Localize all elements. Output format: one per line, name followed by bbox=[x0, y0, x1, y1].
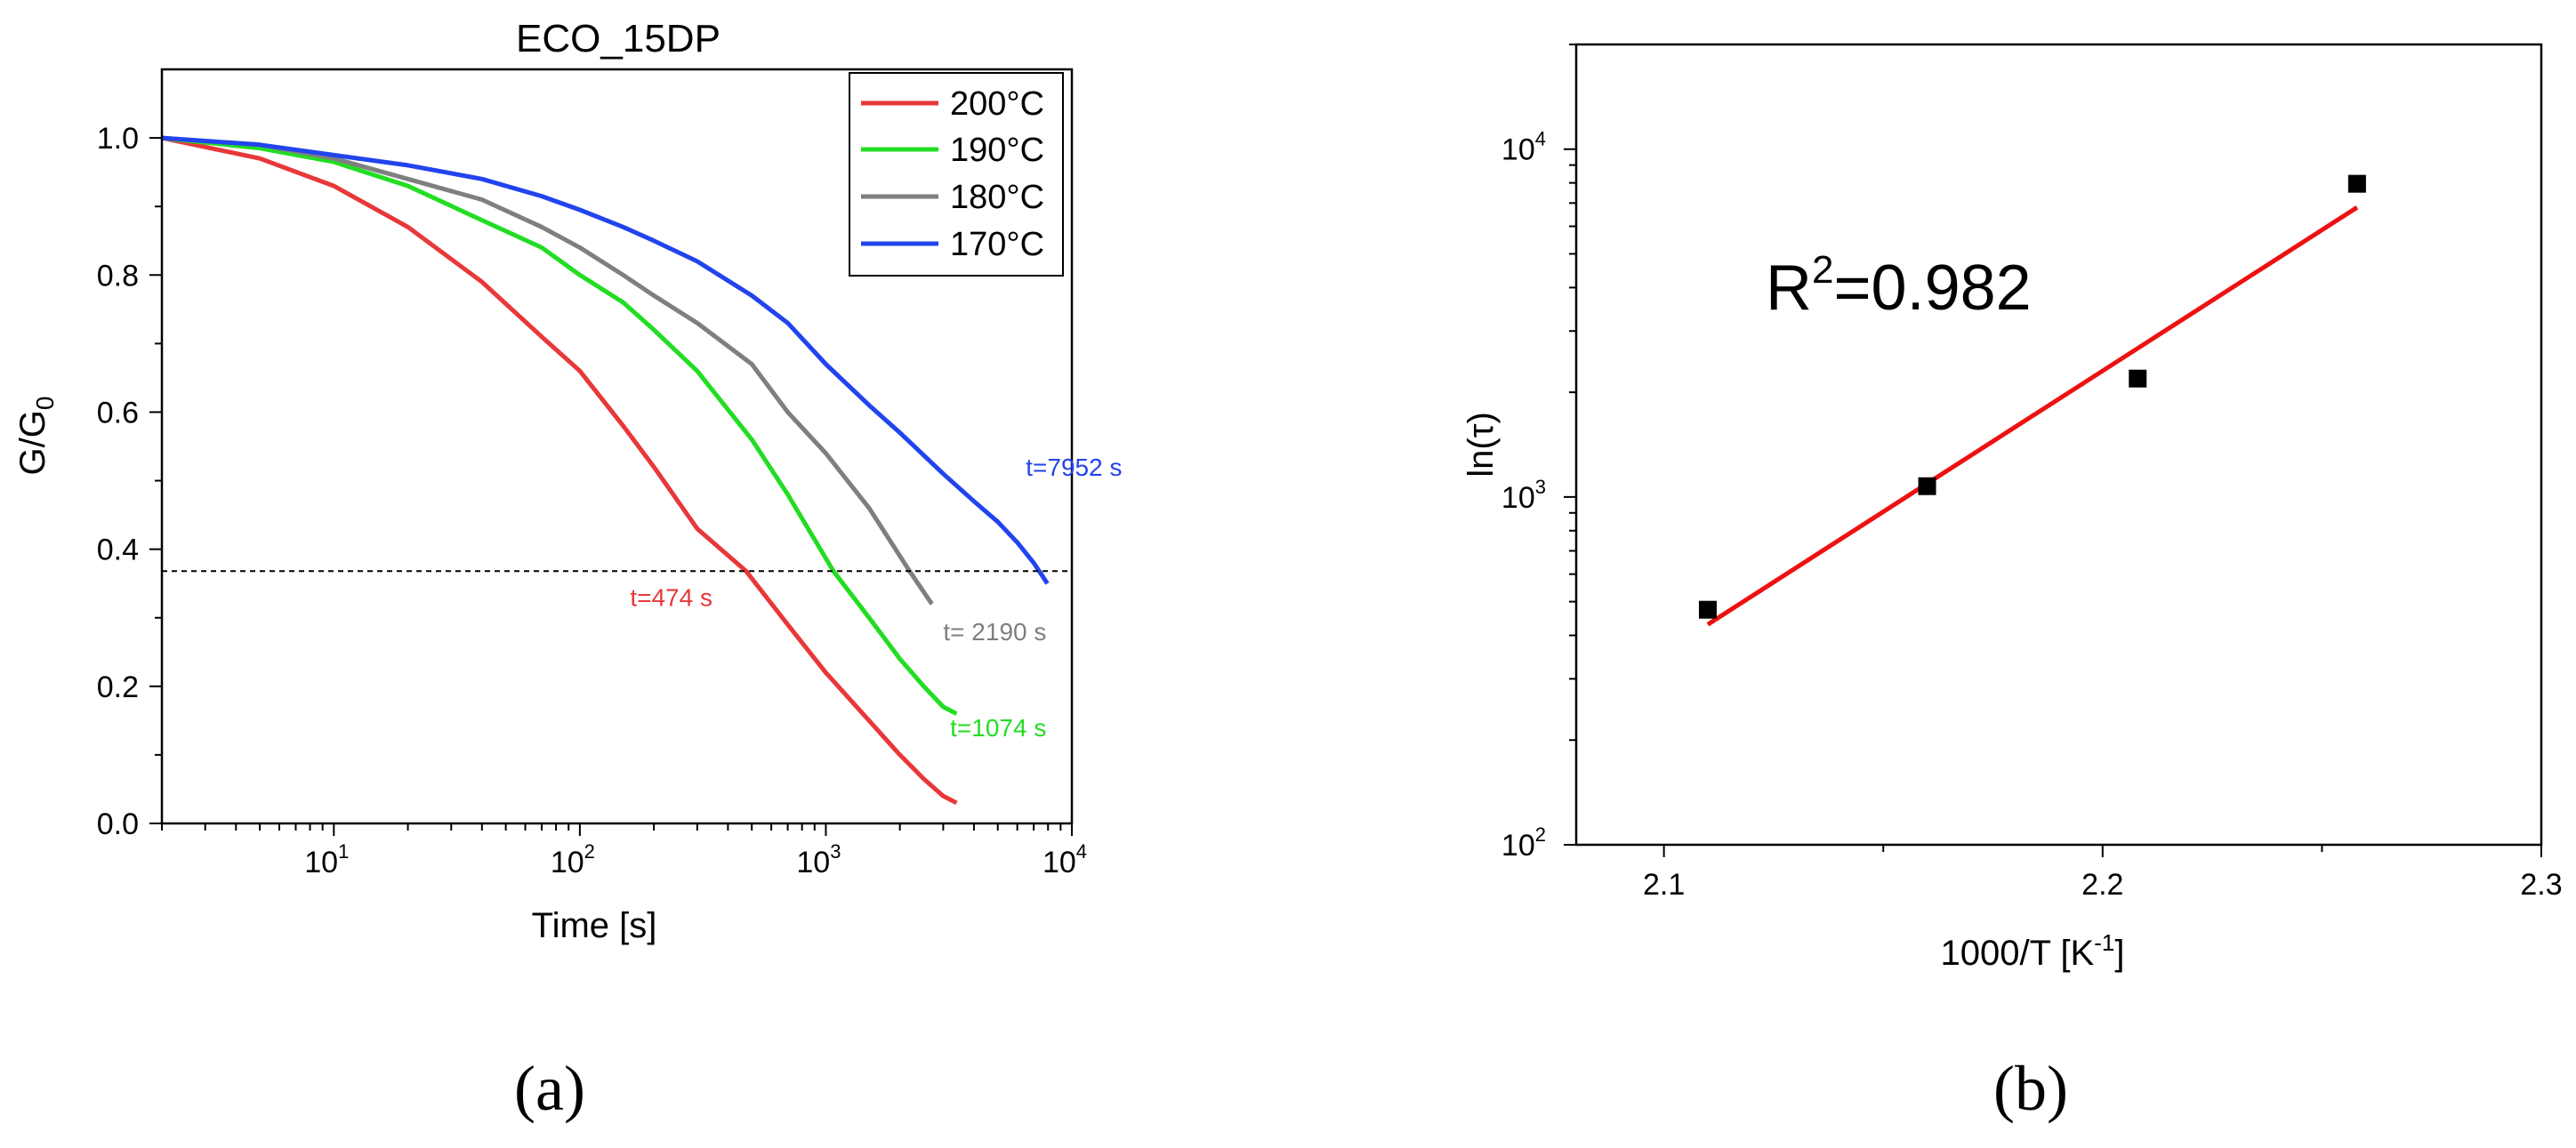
x-tick-label: 104 bbox=[1042, 840, 1087, 879]
y-tick-label: 0.2 bbox=[97, 670, 139, 704]
legend-label-200: 200°C bbox=[950, 85, 1044, 123]
r2-letter: R bbox=[1766, 253, 1812, 324]
caption-a: (a) bbox=[514, 1053, 585, 1124]
chart-b-y-label: ln(τ) bbox=[1461, 412, 1501, 478]
tick-base: 10 bbox=[1501, 133, 1535, 167]
tick-exp: 3 bbox=[830, 840, 841, 863]
chart-b-frame bbox=[1574, 43, 2543, 847]
tick-exp: 2 bbox=[584, 840, 595, 863]
x-tick-label: 2.1 bbox=[1643, 868, 1685, 902]
tick-base: 10 bbox=[304, 846, 338, 879]
series-line-0 bbox=[161, 135, 958, 806]
y-tick-label: 102 bbox=[1501, 823, 1546, 863]
tick-exp: 4 bbox=[1076, 840, 1087, 863]
x-tick-label: 103 bbox=[796, 840, 841, 879]
time-annotation: t=7952 s bbox=[1026, 454, 1122, 481]
chart-b-x-label: 1000/T [K-1] bbox=[1941, 929, 2125, 973]
y-tick-label: 0.6 bbox=[97, 396, 139, 429]
series-line-3 bbox=[161, 135, 1050, 585]
x-label-sup: -1 bbox=[2094, 929, 2114, 956]
y-tick-label: 0.0 bbox=[97, 807, 139, 841]
y-tick-label: 104 bbox=[1501, 128, 1546, 167]
chart-a-x-axis: 101 102 103 104 bbox=[161, 823, 1087, 879]
y-tick-label: 103 bbox=[1501, 476, 1546, 515]
chart-b-points bbox=[1698, 174, 2366, 619]
tick-base: 10 bbox=[551, 846, 584, 879]
data-point bbox=[2347, 174, 2366, 193]
x-tick-label: 2.2 bbox=[2081, 868, 2123, 902]
time-annotation: t=474 s bbox=[630, 584, 712, 612]
chart-a-annotations: t=7952 s t=474 s t= 2190 s t=1074 s bbox=[630, 454, 1122, 742]
time-annotation: t=1074 s bbox=[950, 714, 1046, 742]
x-label-main: 1000/T [K bbox=[1941, 934, 2095, 973]
chart-a-y-axis: 0.0 0.2 0.4 0.6 0.8 1.0 bbox=[97, 122, 162, 841]
chart-a-x-label: Time [s] bbox=[532, 906, 657, 945]
r-squared-label: R2=0.982 bbox=[1766, 248, 2032, 324]
r2-sup: 2 bbox=[1812, 248, 1833, 292]
data-point bbox=[1918, 477, 1936, 495]
y-tick-label: 1.0 bbox=[97, 122, 139, 156]
time-annotation: t= 2190 s bbox=[943, 618, 1046, 646]
y-tick-label: 0.8 bbox=[97, 259, 139, 293]
r2-value: =0.982 bbox=[1833, 253, 2031, 324]
series-line-1 bbox=[161, 135, 958, 716]
tick-base: 10 bbox=[1501, 829, 1535, 863]
x-tick-label: 102 bbox=[551, 840, 595, 879]
legend-label-180: 180°C bbox=[950, 179, 1044, 216]
panel-a: ECO_15DP 101 102 103 104 0.00.20.40.60.81.0… bbox=[13, 17, 1122, 1124]
tick-base: 10 bbox=[1042, 846, 1076, 879]
y-label-main: G/G bbox=[13, 410, 52, 475]
chart-b-x-axis: 2.1 2.2 2.3 bbox=[1643, 845, 2563, 902]
chart-a-frame bbox=[160, 68, 1074, 825]
data-point bbox=[1698, 600, 1717, 619]
x-tick-label: 101 bbox=[304, 840, 349, 879]
caption-b: (b) bbox=[1993, 1053, 2068, 1124]
data-point bbox=[2129, 369, 2147, 388]
legend: 200°C 190°C 180°C 170°C bbox=[849, 72, 1064, 277]
tick-exp: 2 bbox=[1535, 823, 1546, 846]
y-tick-label: 0.4 bbox=[97, 534, 139, 567]
chart-a-title: ECO_15DP bbox=[516, 17, 720, 60]
x-label-end: ] bbox=[2114, 934, 2124, 973]
legend-label-190: 190°C bbox=[950, 132, 1044, 169]
chart-a-y-label: G/G0 bbox=[13, 397, 59, 476]
tick-exp: 4 bbox=[1535, 128, 1546, 150]
tick-base: 10 bbox=[1501, 481, 1535, 515]
tick-exp: 3 bbox=[1535, 476, 1546, 498]
series-line-2 bbox=[161, 135, 934, 606]
legend-label-170: 170°C bbox=[950, 226, 1044, 263]
fit-line bbox=[1706, 205, 2359, 627]
tick-exp: 1 bbox=[338, 840, 349, 863]
chart-a-series-group bbox=[161, 135, 1050, 806]
y-label-sub: 0 bbox=[31, 397, 59, 411]
x-tick-label: 2.3 bbox=[2520, 868, 2562, 902]
tick-base: 10 bbox=[796, 846, 830, 879]
